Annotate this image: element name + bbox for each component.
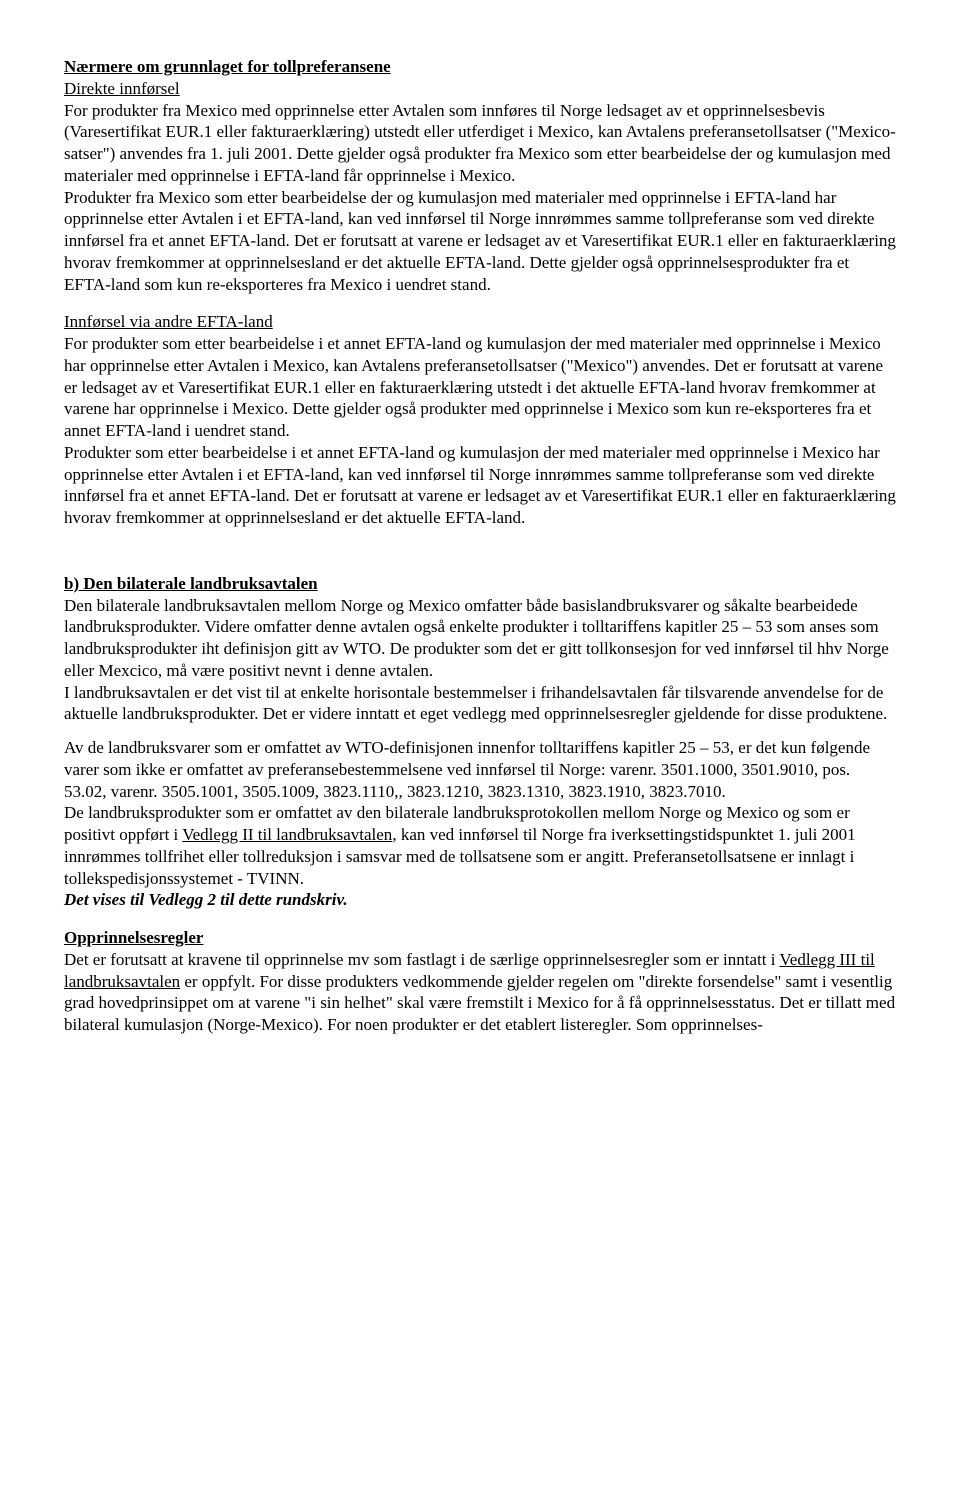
section2-para1: For produkter som etter bearbeidelse i e… [64,334,883,440]
section3-para3: Av de landbruksvarer som er omfattet av … [64,737,896,802]
section3-para2: I landbruksavtalen er det vist til at en… [64,683,887,724]
section3-title: b) Den bilaterale landbruksavtalen [64,574,318,593]
section1-para1b: Produkter fra Mexico som etter bearbeide… [64,188,896,294]
section4-para1b: er oppfylt. For disse produkters vedkomm… [64,972,895,1035]
spacer [64,545,896,573]
section1-para1a: For produkter fra Mexico med opprinnelse… [64,101,896,185]
spacer [64,725,896,737]
section3-para4: De landbruksprodukter som er omfattet av… [64,802,896,911]
section3-para1: Den bilaterale landbruksavtalen mellom N… [64,596,889,680]
section3-para4c: Det vises til Vedlegg 2 til dette rundsk… [64,890,348,909]
section1-heading: Nærmere om grunnlaget for tollpreferanse… [64,56,896,295]
section4: Opprinnelsesregler Det er forutsatt at k… [64,927,896,1036]
section2: Innførsel via andre EFTA-land For produk… [64,311,896,529]
section4-para1a: Det er forutsatt at kravene til opprinne… [64,950,779,969]
section4-title: Opprinnelsesregler [64,928,203,947]
section1-subtitle: Direkte innførsel [64,79,180,98]
section2-para2: Produkter som etter bearbeidelse i et an… [64,443,896,527]
vedlegg2-link[interactable]: Vedlegg II til landbruksavtalen [182,825,392,844]
section2-subtitle: Innførsel via andre EFTA-land [64,312,273,331]
section1-title: Nærmere om grunnlaget for tollpreferanse… [64,57,391,76]
section3-block1: b) Den bilaterale landbruksavtalen Den b… [64,573,896,725]
